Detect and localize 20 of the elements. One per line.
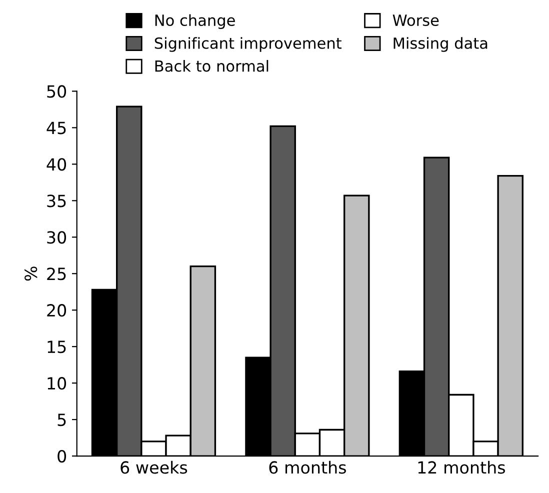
y-tick-label: 20 xyxy=(47,304,66,317)
y-axis-title: % xyxy=(24,266,38,281)
y-tick-label: 25 xyxy=(47,268,66,280)
y-tick-label: 10 xyxy=(48,377,66,390)
legend-label: Significant improvement xyxy=(154,37,342,52)
y-tick-label: 45 xyxy=(46,122,66,134)
y-tick-label: 0 xyxy=(58,450,66,463)
y-tick-label: 30 xyxy=(47,231,66,244)
x-tick-label: 6 weeks xyxy=(120,460,188,474)
x-tick-label: 12 months xyxy=(418,460,505,474)
legend-label: Missing data xyxy=(394,37,488,52)
legend-label: Back to normal xyxy=(155,60,268,72)
y-tick-label: 15 xyxy=(48,340,66,354)
legend-label: No change xyxy=(155,14,235,29)
y-tick-label: 5 xyxy=(58,414,66,426)
y-tick-label: 50 xyxy=(47,85,66,98)
y-tick-label: 35 xyxy=(47,194,66,208)
y-tick-label: 40 xyxy=(46,158,66,171)
legend-label: Worse xyxy=(392,14,439,26)
x-tick-label: 6 months xyxy=(269,460,346,474)
